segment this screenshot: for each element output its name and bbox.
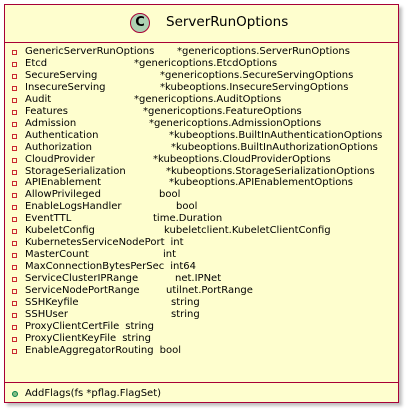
field-name: ServiceClusterIPRange bbox=[25, 273, 139, 285]
private-field-icon bbox=[12, 133, 17, 139]
field-type: string bbox=[122, 332, 151, 344]
field-type: *genericoptions.FeatureOptions bbox=[143, 105, 302, 117]
class-stereotype-icon: C bbox=[130, 13, 150, 33]
header-divider bbox=[5, 42, 398, 43]
field-name: SSHUser bbox=[25, 308, 69, 320]
field-name: KubeletConfig bbox=[25, 225, 95, 237]
field-type: int64 bbox=[170, 261, 197, 273]
private-field-icon bbox=[12, 300, 17, 306]
field-name: Audit bbox=[25, 93, 52, 105]
private-field-icon bbox=[12, 193, 17, 199]
field-name: ProxyClientKeyFile bbox=[25, 332, 117, 344]
field-type: *kubeoptions.StorageSerializationOptions bbox=[166, 165, 375, 177]
private-field-icon bbox=[12, 85, 17, 91]
private-field-icon bbox=[12, 97, 17, 103]
field-type: *genericoptions.EtcdOptions bbox=[134, 57, 278, 69]
private-field-icon bbox=[12, 157, 17, 163]
private-field-icon bbox=[12, 265, 17, 271]
private-field-icon bbox=[12, 289, 17, 294]
public-method-icon bbox=[12, 391, 18, 397]
private-field-icon bbox=[12, 169, 17, 175]
private-field-icon bbox=[12, 109, 17, 115]
private-field-icon bbox=[12, 241, 17, 247]
field-name: ServiceNodePortRange bbox=[25, 285, 140, 296]
field-type: *kubeoptions.CloudProviderOptions bbox=[153, 153, 331, 165]
field-name: AllowPrivileged bbox=[25, 189, 101, 201]
field-type: *kubeoptions.InsecureServingOptions bbox=[160, 81, 349, 93]
methods-divider bbox=[5, 382, 398, 383]
method-signature: AddFlags(fs *pflag.FlagSet) bbox=[25, 388, 162, 399]
field-name: EnableLogsHandler bbox=[25, 201, 122, 213]
private-field-icon bbox=[12, 181, 17, 187]
field-name: APIEnablement bbox=[25, 177, 102, 189]
field-type: string bbox=[171, 308, 200, 320]
field-name: MaxConnectionBytesPerSec bbox=[25, 261, 165, 273]
field-name: CloudProvider bbox=[25, 153, 95, 165]
private-field-icon bbox=[12, 61, 17, 67]
private-field-icon bbox=[12, 73, 17, 79]
private-field-icon bbox=[12, 50, 17, 55]
field-name: Features bbox=[25, 105, 68, 117]
class-box-serverrunoptions: C ServerRunOptions GenericServerRunOptio… bbox=[4, 4, 399, 403]
field-type: bool bbox=[159, 189, 181, 201]
private-field-icon bbox=[12, 121, 17, 127]
private-field-icon bbox=[12, 348, 17, 354]
field-name: MasterCount bbox=[25, 249, 89, 261]
private-field-icon bbox=[12, 253, 17, 259]
field-name: EnableAggregatorRouting bbox=[25, 344, 154, 356]
private-field-icon bbox=[12, 217, 17, 223]
field-type: *genericoptions.AdmissionOptions bbox=[149, 117, 322, 129]
field-type: kubeletclient.KubeletClientConfig bbox=[164, 225, 331, 237]
field-name: SSHKeyfile bbox=[25, 296, 79, 308]
field-type: time.Duration bbox=[153, 213, 223, 225]
field-name: InsecureServing bbox=[25, 81, 106, 93]
field-type: int bbox=[163, 249, 177, 261]
field-name: Etcd bbox=[25, 57, 48, 69]
field-type: int bbox=[170, 237, 184, 249]
private-field-icon bbox=[12, 324, 17, 330]
field-type: string bbox=[125, 320, 154, 332]
field-type: utilnet.PortRange bbox=[166, 285, 253, 296]
private-field-icon bbox=[12, 229, 17, 235]
field-type: string bbox=[171, 296, 200, 308]
field-type: *genericoptions.ServerRunOptions bbox=[177, 46, 350, 57]
field-type: bool bbox=[159, 344, 181, 356]
private-field-icon bbox=[12, 312, 17, 318]
private-field-icon bbox=[12, 277, 17, 283]
private-field-icon bbox=[12, 336, 17, 342]
field-name: KubernetesServiceNodePort bbox=[25, 237, 165, 249]
field-type: *kubeoptions.BuiltInAuthorizationOptions bbox=[171, 141, 378, 153]
private-field-icon bbox=[12, 205, 17, 211]
field-type: bool bbox=[176, 201, 198, 213]
private-field-icon bbox=[12, 145, 17, 151]
field-name: SecureServing bbox=[25, 69, 98, 81]
field-name: Admission bbox=[25, 117, 77, 129]
field-name: ProxyClientCertFile bbox=[25, 320, 120, 332]
field-type: *genericoptions.SecureServingOptions bbox=[160, 69, 354, 81]
field-name: EventTTL bbox=[25, 213, 72, 225]
field-type: *genericoptions.AuditOptions bbox=[134, 93, 282, 105]
field-type: net.IPNet bbox=[175, 273, 222, 285]
field-name: Authentication bbox=[25, 129, 99, 141]
field-name: StorageSerialization bbox=[25, 165, 126, 177]
field-name: GenericServerRunOptions bbox=[25, 46, 155, 57]
class-name: ServerRunOptions bbox=[166, 14, 289, 30]
field-type: *kubeoptions.APIEnablementOptions bbox=[169, 177, 353, 189]
class-header: C ServerRunOptions bbox=[5, 5, 398, 42]
field-name: Authorization bbox=[25, 141, 92, 153]
field-type: *kubeoptions.BuiltInAuthenticationOption… bbox=[169, 129, 383, 141]
